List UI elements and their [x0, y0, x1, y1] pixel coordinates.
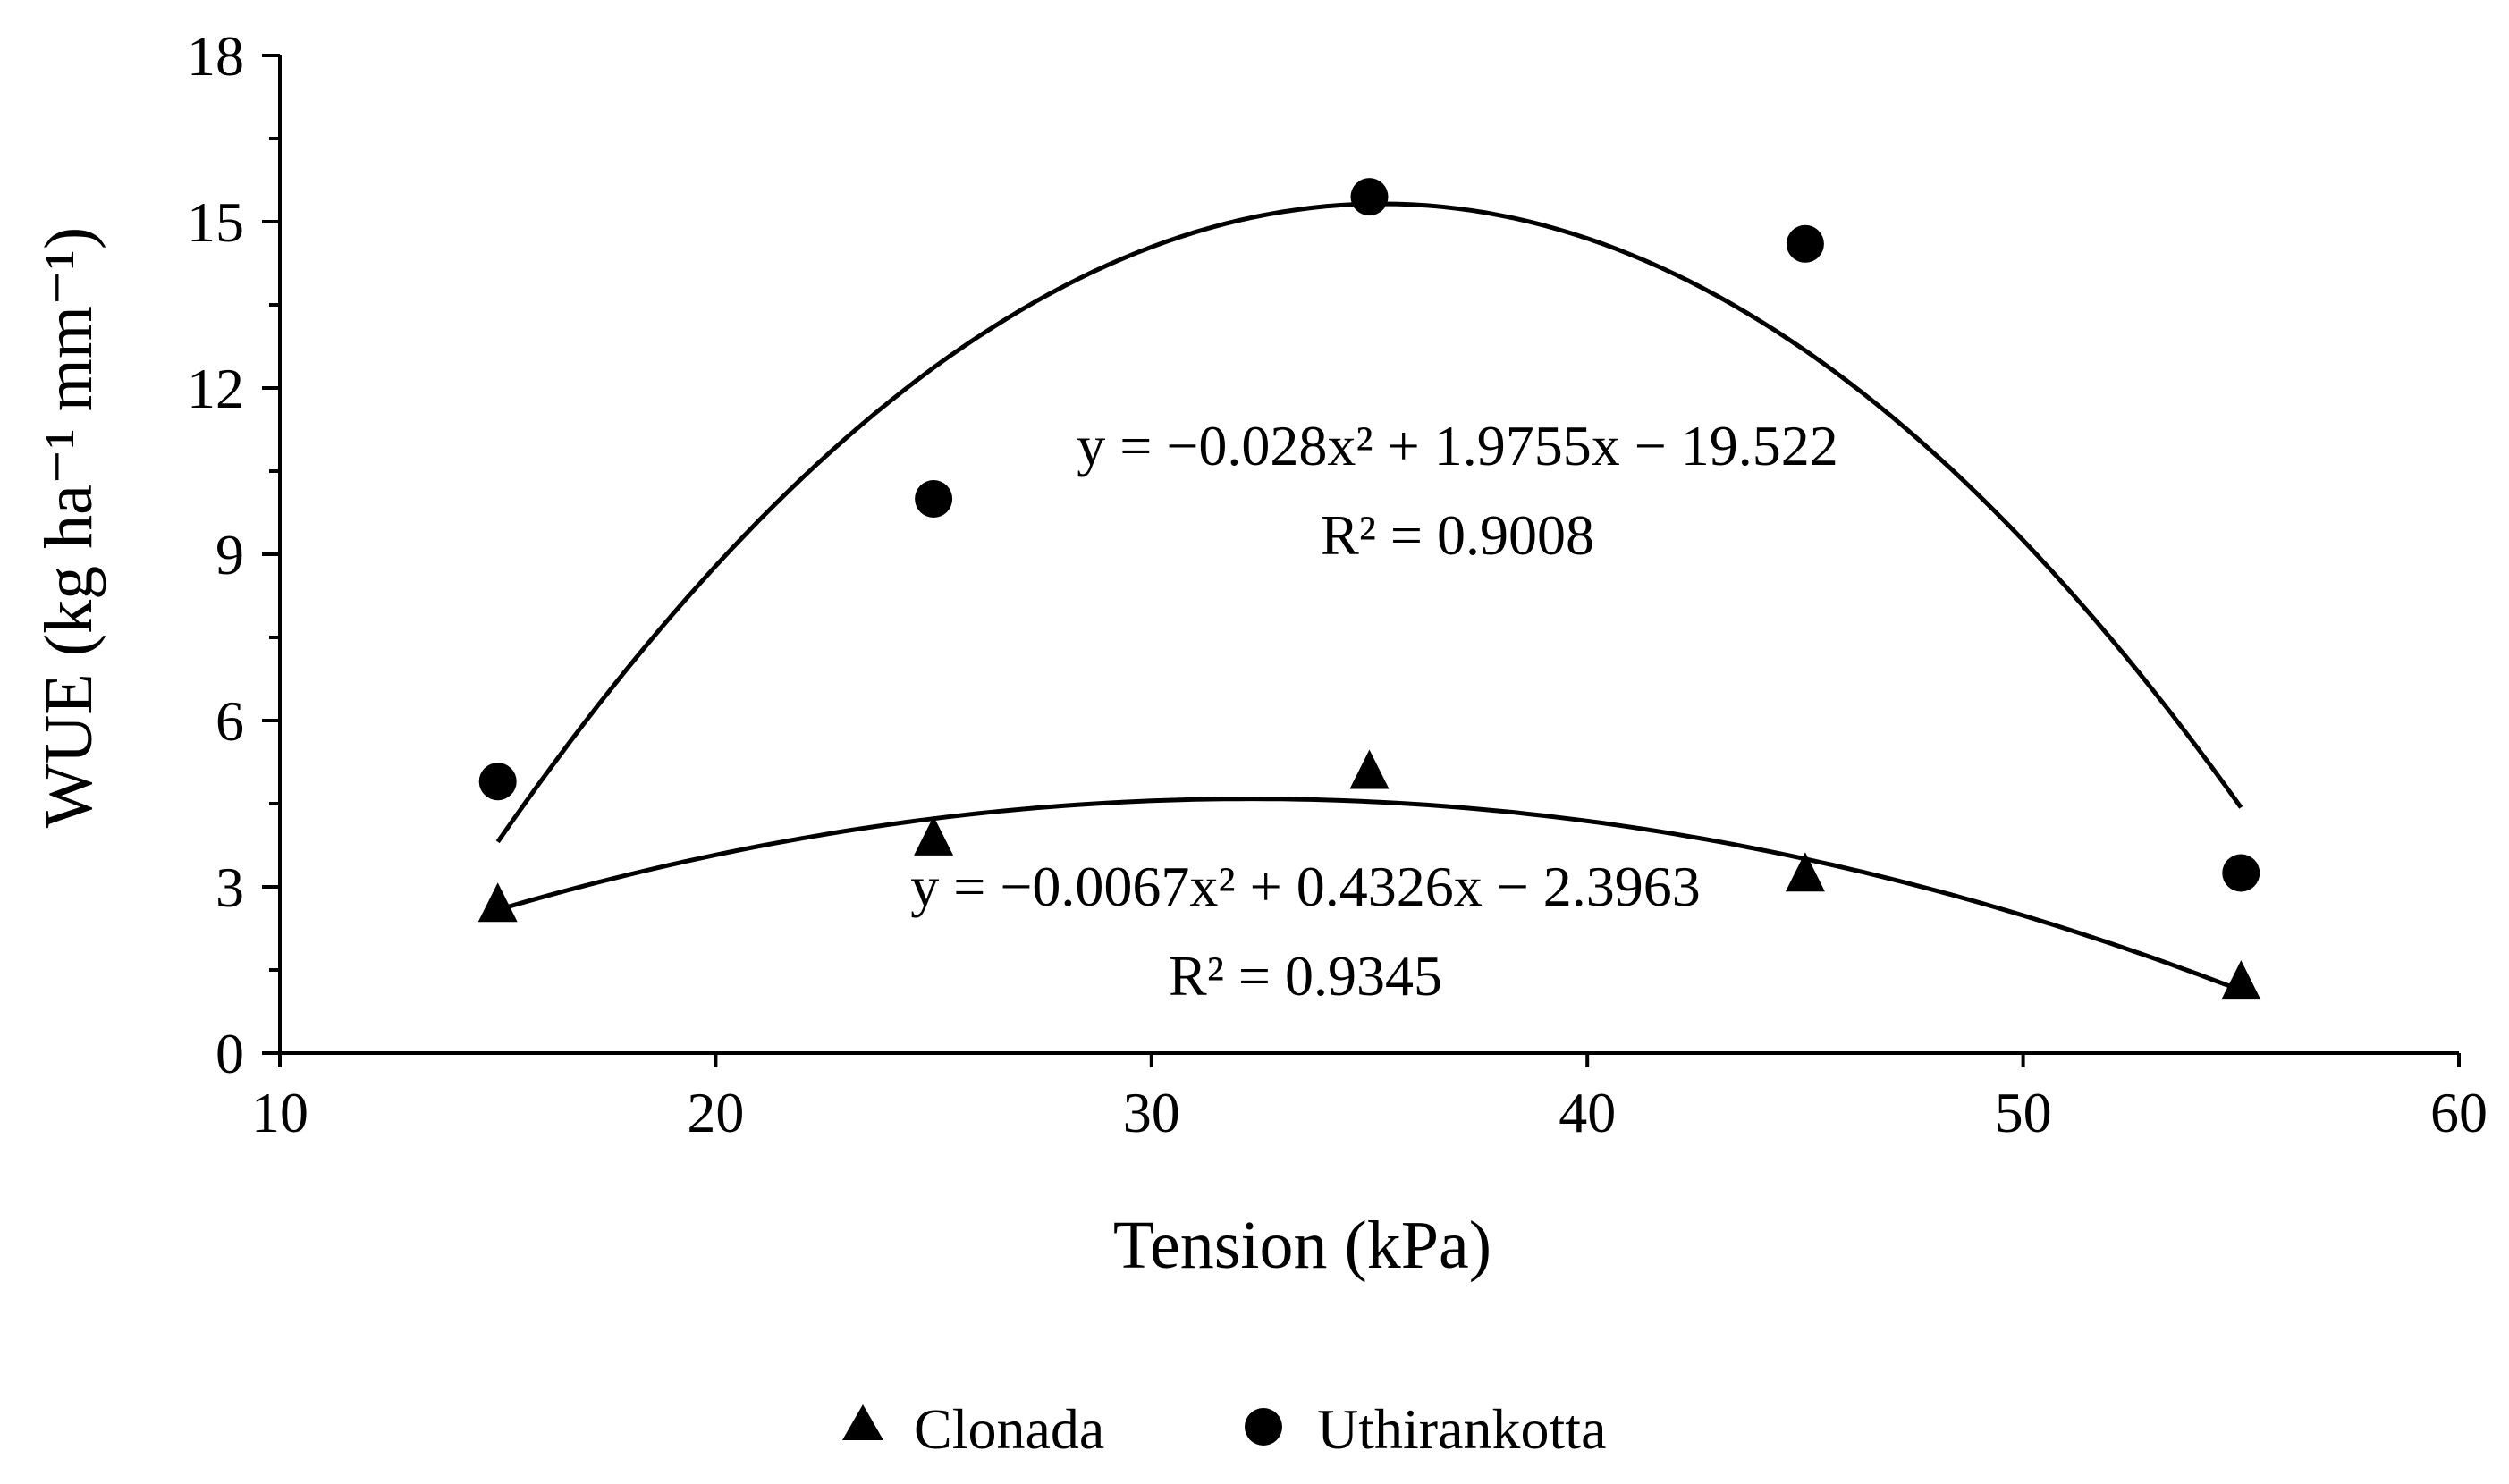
legend-label-uthirankotta: Uthirankotta	[1317, 1397, 1606, 1461]
clonada-point	[914, 815, 954, 856]
x-tick-label: 30	[1123, 1081, 1180, 1144]
x-tick-label: 20	[687, 1081, 744, 1144]
clonada-equation: y = −0.0067x² + 0.4326x − 2.3963	[910, 855, 1701, 918]
y-tick-label: 18	[187, 24, 244, 88]
uthirankotta-point	[915, 480, 953, 518]
uthirankotta-point	[1786, 224, 1824, 263]
uthirankotta-r2: R² = 0.9008	[1321, 503, 1594, 567]
legend-circle-marker	[1245, 1408, 1282, 1446]
x-axis-label: Tension (kPa)	[1113, 1208, 1491, 1283]
data-points	[477, 178, 2261, 1000]
legend-triangle-marker	[842, 1404, 883, 1440]
clonada-point	[1785, 852, 1825, 892]
x-tick-label: 60	[2430, 1081, 2488, 1144]
uthirankotta-point	[478, 763, 517, 801]
x-tick-label: 50	[1995, 1081, 2052, 1144]
y-tick-label: 9	[215, 523, 244, 586]
clonada-r2: R² = 0.9345	[1169, 944, 1442, 1008]
clonada-point	[477, 882, 518, 923]
clonada-point	[1349, 749, 1390, 789]
uthirankotta-point	[2222, 854, 2260, 892]
uthirankotta-equation: y = −0.028x² + 1.9755x − 19.522	[1077, 414, 1838, 477]
legend: Clonada Uthirankotta	[842, 1397, 1606, 1461]
y-axis-label: WUE (kg ha⁻¹ mm⁻¹)	[31, 227, 106, 828]
clonada-trendline	[497, 797, 2243, 993]
x-tick-label: 40	[1559, 1081, 1616, 1144]
uthirankotta-point	[1350, 178, 1389, 216]
ticks: 10 20 30 40 50 60 0 3 6 9 12 15 18	[187, 24, 2488, 1144]
y-tick-label: 15	[187, 190, 244, 254]
clonada-point	[2221, 960, 2261, 1000]
y-tick-label: 6	[215, 689, 244, 753]
y-tick-label: 3	[215, 856, 244, 919]
y-tick-label: 0	[215, 1022, 244, 1085]
y-tick-label: 12	[187, 357, 244, 420]
legend-label-clonada: Clonada	[914, 1397, 1104, 1461]
x-tick-label: 10	[251, 1081, 308, 1144]
